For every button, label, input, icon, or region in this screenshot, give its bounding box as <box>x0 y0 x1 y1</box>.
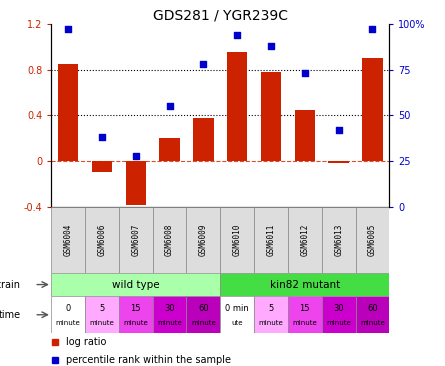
Bar <box>220 296 254 333</box>
Text: GSM6009: GSM6009 <box>199 224 208 256</box>
Text: minute: minute <box>326 320 351 326</box>
Text: 30: 30 <box>164 304 175 313</box>
Bar <box>328 161 349 163</box>
Text: ute: ute <box>231 320 243 326</box>
Bar <box>220 273 389 296</box>
Bar <box>356 207 389 273</box>
Text: 0 min: 0 min <box>225 304 249 313</box>
Bar <box>153 296 186 333</box>
Text: minute: minute <box>56 320 81 326</box>
Text: log ratio: log ratio <box>66 337 107 347</box>
Bar <box>261 72 281 161</box>
Point <box>301 70 308 76</box>
Bar <box>288 207 322 273</box>
Bar <box>227 52 247 161</box>
Text: GSM6004: GSM6004 <box>64 224 73 256</box>
Text: 5: 5 <box>268 304 274 313</box>
Bar <box>51 296 85 333</box>
Point <box>200 61 207 67</box>
Bar <box>119 207 153 273</box>
Text: GSM6011: GSM6011 <box>267 224 275 256</box>
Text: GSM6013: GSM6013 <box>334 224 343 256</box>
Text: 15: 15 <box>130 304 141 313</box>
Text: 30: 30 <box>333 304 344 313</box>
Text: 0: 0 <box>65 304 71 313</box>
Bar <box>125 161 146 205</box>
Text: GSM6010: GSM6010 <box>233 224 242 256</box>
Bar <box>356 296 389 333</box>
Text: GSM6012: GSM6012 <box>300 224 309 256</box>
Text: 15: 15 <box>299 304 310 313</box>
Bar <box>220 207 254 273</box>
Point <box>267 43 275 49</box>
Text: time: time <box>0 310 21 320</box>
Text: wild type: wild type <box>112 280 160 290</box>
Point <box>166 103 173 109</box>
Text: GSM6007: GSM6007 <box>131 224 140 256</box>
Bar <box>193 117 214 161</box>
Text: kin82 mutant: kin82 mutant <box>270 280 340 290</box>
Bar <box>186 296 220 333</box>
Text: minute: minute <box>259 320 283 326</box>
Text: 5: 5 <box>99 304 105 313</box>
Bar <box>159 138 180 161</box>
Bar <box>58 64 78 161</box>
Point <box>234 32 241 38</box>
Text: strain: strain <box>0 280 21 290</box>
Text: minute: minute <box>292 320 317 326</box>
Text: minute: minute <box>89 320 114 326</box>
Bar <box>186 207 220 273</box>
Point <box>65 26 72 32</box>
Point <box>369 26 376 32</box>
Bar <box>254 207 288 273</box>
Text: minute: minute <box>123 320 148 326</box>
Text: 60: 60 <box>367 304 378 313</box>
Text: GSM6005: GSM6005 <box>368 224 377 256</box>
Bar <box>85 207 119 273</box>
Text: minute: minute <box>157 320 182 326</box>
Bar <box>153 207 186 273</box>
Point <box>98 134 105 140</box>
Bar <box>322 207 356 273</box>
Bar <box>322 296 356 333</box>
Title: GDS281 / YGR239C: GDS281 / YGR239C <box>153 9 288 23</box>
Text: minute: minute <box>191 320 216 326</box>
Bar <box>254 296 288 333</box>
Bar <box>295 109 315 161</box>
Bar <box>92 161 112 172</box>
Bar <box>51 207 85 273</box>
Point <box>132 153 139 158</box>
Text: 60: 60 <box>198 304 209 313</box>
Bar <box>51 273 220 296</box>
Bar <box>119 296 153 333</box>
Text: GSM6006: GSM6006 <box>97 224 106 256</box>
Bar <box>362 58 383 161</box>
Text: minute: minute <box>360 320 385 326</box>
Bar <box>85 296 119 333</box>
Text: percentile rank within the sample: percentile rank within the sample <box>66 355 231 365</box>
Point <box>335 127 342 133</box>
Bar <box>288 296 322 333</box>
Text: GSM6008: GSM6008 <box>165 224 174 256</box>
